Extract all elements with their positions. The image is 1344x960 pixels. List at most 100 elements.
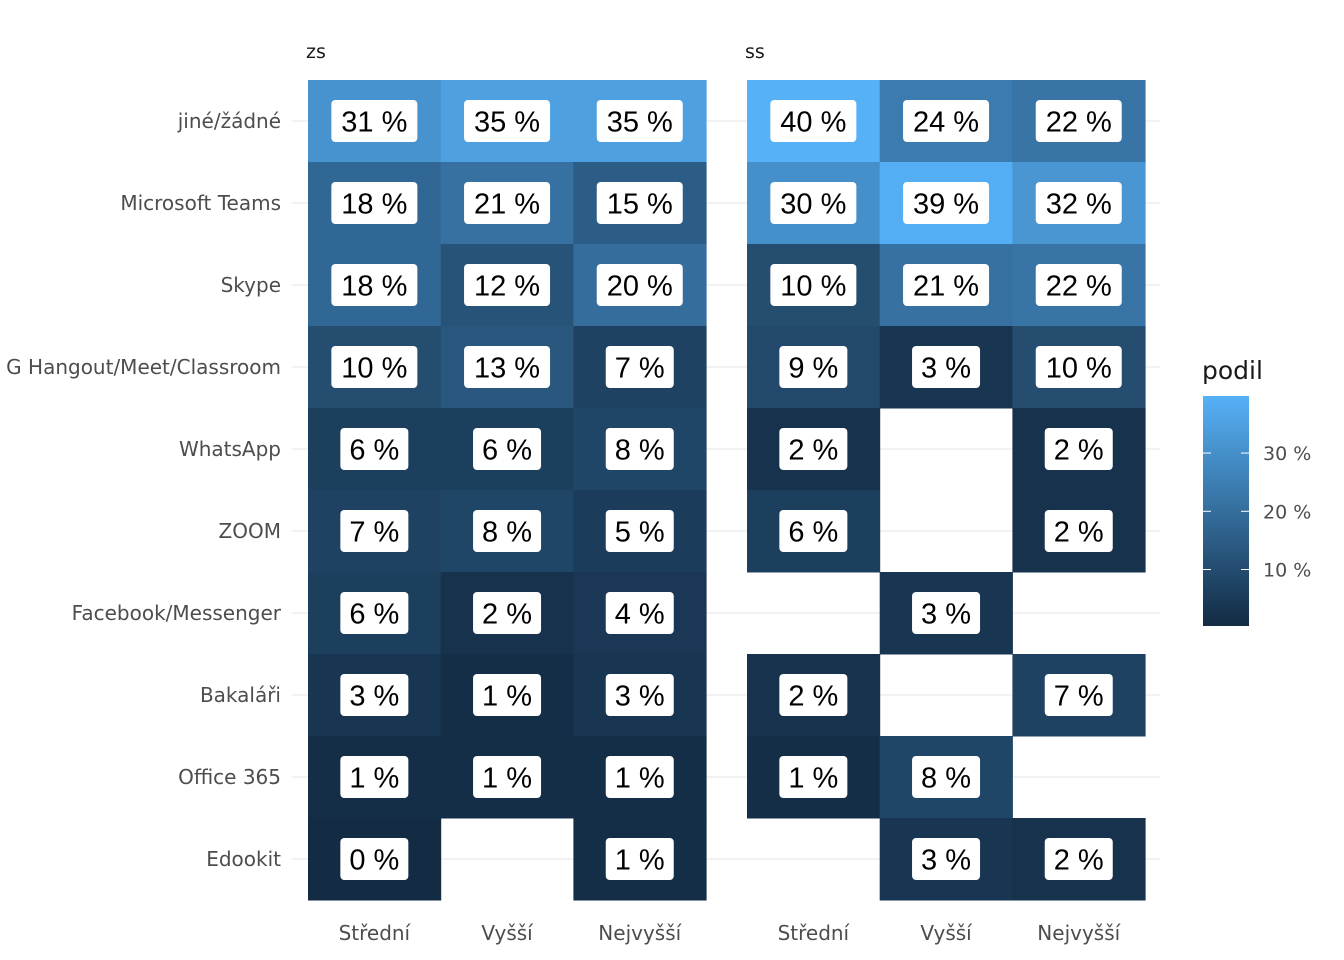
value-label-box	[605, 510, 674, 552]
column-label: Střední	[339, 921, 412, 945]
value-label-box	[770, 182, 857, 224]
value-label: 1 %	[615, 763, 665, 795]
column-label: Vyšší	[920, 921, 973, 945]
value-label-box	[1035, 100, 1122, 142]
value-label-box	[1044, 838, 1113, 880]
value-label: 6 %	[349, 435, 399, 467]
value-label-box	[340, 838, 409, 880]
column-label: Střední	[778, 921, 851, 945]
value-label: 31 %	[341, 107, 407, 139]
value-label-box	[596, 100, 683, 142]
value-label: 10 %	[1046, 353, 1112, 385]
value-label: 0 %	[349, 845, 399, 877]
value-label: 3 %	[615, 681, 665, 713]
value-label-box	[473, 756, 542, 798]
value-label: 8 %	[921, 763, 971, 795]
value-label: 15 %	[607, 189, 673, 221]
value-label: 6 %	[788, 517, 838, 549]
value-label-box	[779, 756, 848, 798]
value-label: 2 %	[1054, 845, 1104, 877]
value-label: 35 %	[474, 107, 540, 139]
value-label-box	[331, 264, 418, 306]
row-label: ZOOM	[219, 519, 281, 543]
value-label-box	[903, 100, 990, 142]
legend-tick-label: 20 %	[1263, 501, 1311, 523]
value-label: 1 %	[482, 763, 532, 795]
value-label: 2 %	[1054, 435, 1104, 467]
legend: podil 10 % 20 % 30 %	[1202, 356, 1311, 626]
value-label-box	[1035, 182, 1122, 224]
row-label: WhatsApp	[179, 437, 281, 461]
column-label: Nejvyšší	[598, 921, 682, 945]
value-label-box	[464, 264, 551, 306]
legend-tick-label: 30 %	[1263, 443, 1311, 465]
value-label-box	[770, 264, 857, 306]
panel-title: ss	[745, 41, 765, 63]
value-label-box	[340, 756, 409, 798]
value-label-box	[903, 182, 990, 224]
value-label-box	[1035, 264, 1122, 306]
value-label: 3 %	[921, 599, 971, 631]
value-label: 7 %	[349, 517, 399, 549]
value-label: 10 %	[341, 353, 407, 385]
value-label-box	[605, 428, 674, 470]
row-label: Bakaláři	[200, 683, 281, 707]
value-label-box	[779, 674, 848, 716]
value-label-box	[912, 346, 981, 388]
value-label: 8 %	[482, 517, 532, 549]
value-label-box	[331, 100, 418, 142]
value-label-box	[331, 182, 418, 224]
value-label: 7 %	[1054, 681, 1104, 713]
value-label: 10 %	[780, 271, 846, 303]
value-label: 9 %	[788, 353, 838, 385]
value-label-box	[473, 674, 542, 716]
row-label: Office 365	[178, 765, 281, 789]
value-label: 21 %	[474, 189, 540, 221]
value-label: 32 %	[1046, 189, 1112, 221]
value-label-box	[903, 264, 990, 306]
value-label-box	[340, 428, 409, 470]
value-label-box	[779, 346, 848, 388]
value-label: 13 %	[474, 353, 540, 385]
value-label-box	[1044, 428, 1113, 470]
value-label-box	[912, 756, 981, 798]
value-label: 35 %	[607, 107, 673, 139]
value-label-box	[473, 510, 542, 552]
value-label: 3 %	[349, 681, 399, 713]
value-label-box	[331, 346, 418, 388]
value-label: 3 %	[921, 845, 971, 877]
row-label: jiné/žádné	[177, 109, 281, 133]
value-label: 2 %	[1054, 517, 1104, 549]
row-label: Edookit	[206, 847, 281, 871]
column-label: Vyšší	[481, 921, 534, 945]
value-label-box	[770, 100, 857, 142]
value-label-box	[779, 510, 848, 552]
value-label-box	[912, 592, 981, 634]
value-label-box	[473, 428, 542, 470]
value-label: 2 %	[788, 435, 838, 467]
value-label: 5 %	[615, 517, 665, 549]
value-label-box	[464, 100, 551, 142]
panel-ss: ss Střední Vyšší Nejvyšší 40 % 24 % 22 % 30 % 39…	[745, 41, 1146, 945]
value-label: 8 %	[615, 435, 665, 467]
row-labels: jiné/žádné Microsoft Teams Skype G Hangout/…	[6, 109, 282, 871]
value-label: 3 %	[921, 353, 971, 385]
value-label-box	[1044, 510, 1113, 552]
value-label-box	[464, 182, 551, 224]
value-label: 22 %	[1046, 107, 1112, 139]
value-label-box	[1044, 674, 1113, 716]
value-label-box	[340, 592, 409, 634]
value-label: 30 %	[780, 189, 846, 221]
value-label-box	[340, 510, 409, 552]
value-label: 1 %	[788, 763, 838, 795]
value-label-box	[605, 674, 674, 716]
value-label: 22 %	[1046, 271, 1112, 303]
value-label: 1 %	[482, 681, 532, 713]
value-label-box	[605, 592, 674, 634]
value-label-box	[605, 838, 674, 880]
value-label: 6 %	[349, 599, 399, 631]
value-label: 6 %	[482, 435, 532, 467]
panel-zs: zs Střední Vyšší Nejvyšší 31 % 35 % 35 % 18 % 21…	[306, 41, 707, 945]
value-label-box	[779, 428, 848, 470]
